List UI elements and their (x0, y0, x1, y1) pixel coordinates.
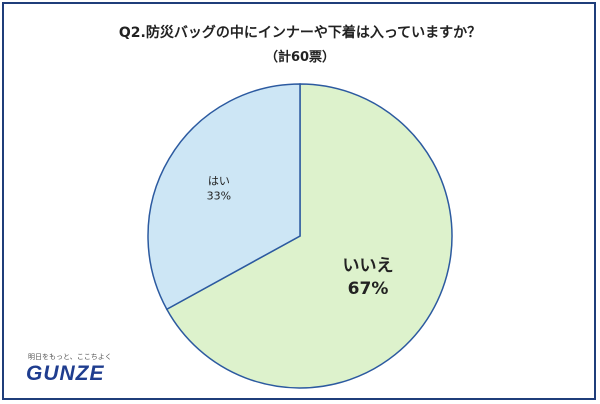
slice-percent-label: 33% (207, 190, 231, 203)
logo-tagline: 明日をもっと、ここちよく (28, 353, 112, 361)
pie-slice (165, 83, 453, 389)
slice-category-label: いいえ (343, 256, 394, 276)
gunze-logo: 明日をもっと、ここちよく GUNZE (20, 352, 140, 392)
chart-subtitle: （計60票） (264, 50, 336, 65)
chart-title: Q2.防災バッグの中にインナーや下着は入っていますか？ (118, 25, 482, 41)
logo-wordmark: GUNZE (26, 362, 105, 385)
pie-slice (147, 83, 301, 311)
slice-category-label: はい (208, 175, 230, 188)
slice-percent-label: 67% (348, 279, 389, 299)
